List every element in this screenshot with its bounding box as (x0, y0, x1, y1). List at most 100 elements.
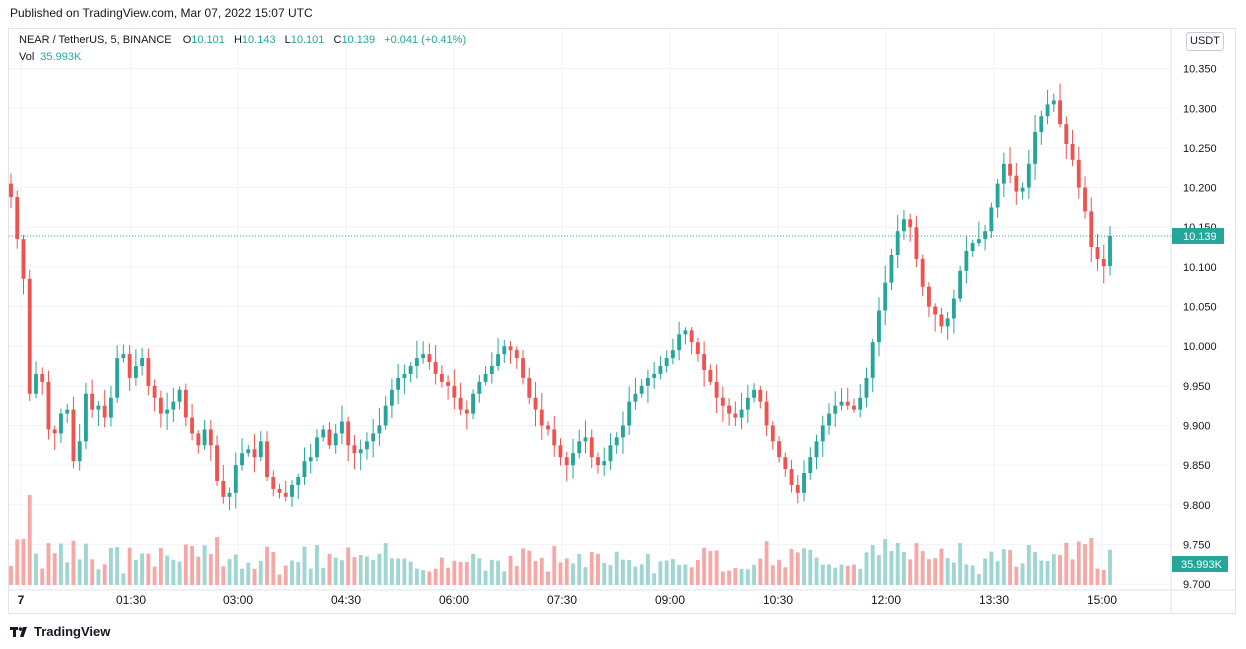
volume-bar (383, 543, 388, 585)
volume-bar (1039, 560, 1044, 585)
price-tick-label: 10.100 (1183, 262, 1217, 274)
volume-bar (121, 573, 126, 585)
volume-bar (695, 559, 700, 585)
candle-body (639, 385, 644, 394)
volume-bar (602, 562, 607, 585)
candle-body (808, 457, 813, 474)
candle-body (883, 282, 888, 311)
volume-bar (77, 559, 82, 585)
price-tick-label: 9.800 (1183, 500, 1211, 512)
tradingview-logo-icon (10, 626, 27, 637)
volume-bar (945, 558, 950, 585)
candle-body (602, 461, 607, 466)
volume-bar (577, 553, 582, 585)
candle-body (471, 393, 476, 414)
last-volume-badge (1172, 556, 1228, 572)
volume-bar (883, 539, 888, 585)
volume-bar (1095, 568, 1100, 585)
volume-bar (508, 555, 513, 585)
candle-body (596, 457, 600, 466)
volume-bar (546, 571, 550, 585)
time-tick-label: 04:30 (331, 593, 361, 607)
volume-bar (308, 568, 313, 585)
volume-bar (446, 567, 451, 585)
candle-body (814, 441, 819, 458)
candle-body (308, 457, 313, 462)
candle-body (677, 334, 682, 351)
candle-body (1095, 247, 1100, 259)
volume-bar (639, 564, 644, 585)
currency-button[interactable]: USDT (1186, 32, 1224, 51)
candle-body (658, 366, 663, 374)
volume-bar (1058, 555, 1062, 585)
candle-body (402, 373, 407, 378)
last-price-label: 10.139 (1183, 231, 1217, 243)
volume-bar (502, 571, 507, 585)
candle-body (46, 381, 51, 430)
volume-bar (458, 561, 463, 585)
volume-bar (1045, 560, 1050, 585)
volume-bar (814, 557, 819, 585)
volume-bar (627, 560, 632, 585)
volume-bar (1020, 563, 1025, 585)
volume-bar (820, 564, 825, 585)
volume-bar (152, 566, 157, 585)
candle-body (989, 207, 994, 232)
volume-value: 35.993K (40, 51, 82, 63)
candle-body (976, 239, 981, 244)
volume-bar (171, 559, 176, 585)
volume-bar (340, 560, 344, 585)
volume-bar (958, 543, 963, 585)
open-label: O (182, 34, 192, 46)
candle-body (633, 393, 638, 402)
time-tick-label: 13:30 (979, 593, 1009, 607)
tradingview-footer[interactable]: TradingView (10, 624, 110, 639)
volume-bar (664, 560, 669, 585)
candle-body (577, 441, 582, 454)
candle-body (1076, 159, 1081, 188)
candle-body (708, 369, 713, 382)
candle-body (926, 286, 931, 307)
volume-bar (221, 566, 226, 585)
symbol-name: NEAR / TetherUS, 5, BINANCE (19, 34, 172, 46)
volume-bar (727, 570, 732, 585)
volume-bar (1083, 544, 1087, 585)
candle-body (83, 393, 88, 442)
last-volume-label: 35.993K (1181, 559, 1223, 571)
volume-bar (346, 547, 351, 585)
candle-body (645, 377, 650, 386)
volume-bar (252, 568, 257, 585)
volume-bar (158, 548, 163, 585)
candle-body (215, 445, 219, 481)
candle-body (165, 409, 170, 414)
close-value: 10.139 (341, 34, 376, 46)
candle-body (608, 445, 613, 462)
volume-bar (645, 554, 650, 585)
volume-bar (783, 567, 788, 585)
candle-body (870, 342, 875, 378)
volume-bar (764, 541, 769, 585)
volume-bar (477, 558, 482, 585)
volume-bar (1001, 549, 1006, 585)
volume-bar (265, 546, 269, 585)
volume-bar (845, 565, 850, 585)
candle-body (90, 393, 95, 410)
candle-body (146, 358, 151, 386)
candle-body (452, 385, 457, 398)
symbol-legend[interactable]: NEAR / TetherUS, 5, BINANCE O10.101 H10.… (19, 34, 466, 46)
candle-body (439, 373, 444, 382)
candle-body (121, 354, 126, 359)
volume-bar (34, 553, 38, 585)
candle-body (40, 373, 45, 382)
candle-body (315, 437, 319, 458)
volume-bar (864, 552, 869, 585)
volume-legend[interactable]: Vol 35.993K (19, 51, 81, 63)
candle-body (714, 381, 719, 398)
volume-bar (870, 545, 875, 585)
candle-body (533, 397, 538, 410)
candle-body (221, 480, 226, 497)
candle-body (414, 358, 419, 367)
volume-bar (321, 567, 326, 585)
candle-body (558, 445, 563, 458)
